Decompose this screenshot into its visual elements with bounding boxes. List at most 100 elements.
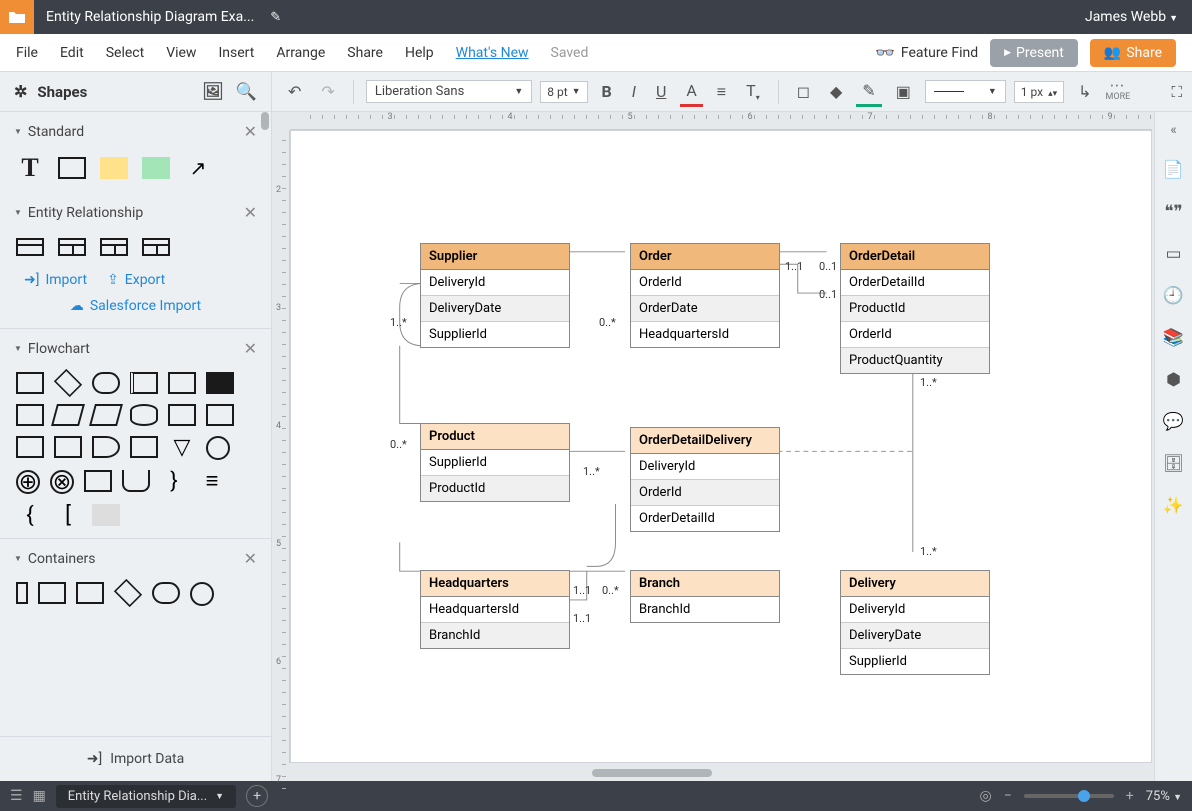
font-size-select[interactable]: 8 pt ▼ (540, 81, 587, 103)
flow-lines[interactable]: ≡ (198, 470, 226, 492)
entity-branch[interactable]: BranchBranchId (630, 570, 780, 623)
entity-hq[interactable]: HeadquartersHeadquartersIdBranchId (420, 570, 570, 649)
user-menu[interactable]: James Webb▼ (1071, 9, 1192, 25)
target-icon[interactable]: ◎ (980, 788, 992, 804)
fullscreen-icon[interactable]: ⛶ (1171, 83, 1182, 101)
flow-shape-b[interactable] (16, 404, 44, 426)
entity-odd[interactable]: OrderDetailDeliveryDeliveryIdOrderIdOrde… (630, 427, 780, 532)
flow-data[interactable] (51, 404, 85, 426)
arrow-shape[interactable]: ↗ (184, 157, 212, 179)
folder-icon[interactable] (0, 0, 34, 34)
page-tab[interactable]: Entity Relationship Dia... ▼ (56, 785, 236, 808)
er-shape-4[interactable] (142, 238, 170, 256)
menu-insert[interactable]: Insert (218, 45, 254, 61)
collapse-rail-icon[interactable]: « (1170, 122, 1177, 138)
block-shape[interactable] (142, 157, 170, 179)
menu-view[interactable]: View (166, 45, 196, 61)
close-icon[interactable]: ✕ (244, 203, 257, 222)
entity-order[interactable]: OrderOrderIdOrderDateHeadquartersId (630, 243, 780, 348)
feature-find-button[interactable]: 👓 Feature Find (875, 43, 978, 62)
bold-button[interactable]: B (596, 78, 618, 105)
list-view-icon[interactable]: ☰ (10, 788, 23, 804)
close-icon[interactable]: ✕ (244, 339, 257, 358)
image-icon[interactable]: 🖼 (202, 82, 224, 102)
more-button[interactable]: ••• MORE (1106, 82, 1131, 102)
chat-icon[interactable]: 💬 (1163, 412, 1184, 432)
line-route-button[interactable]: ↳ (1072, 78, 1097, 105)
flow-brace-r[interactable]: } (160, 470, 188, 492)
flow-terminator[interactable] (92, 372, 120, 394)
undo-button[interactable]: ↶ (282, 78, 307, 105)
history-icon[interactable]: 🕘 (1163, 286, 1184, 306)
cont-5[interactable] (152, 582, 180, 604)
salesforce-link[interactable]: ☁Salesforce Import (70, 298, 201, 314)
document-icon[interactable]: 📄 (1163, 160, 1184, 180)
menu-file[interactable]: File (16, 45, 38, 61)
flow-shape-g[interactable] (130, 436, 158, 458)
layers-icon[interactable]: 📚 (1163, 328, 1184, 348)
flow-shape-a[interactable] (168, 372, 196, 394)
menu-select[interactable]: Select (106, 45, 144, 61)
page-icon[interactable]: ⬢ (1166, 370, 1181, 390)
entity-supplier[interactable]: SupplierDeliveryIdDeliveryDateSupplierId (420, 243, 570, 348)
cont-2[interactable] (38, 582, 66, 604)
note-shape[interactable] (100, 157, 128, 179)
flow-diamond[interactable] (54, 369, 82, 397)
flow-shield[interactable] (122, 470, 150, 492)
text-color-button[interactable]: A (680, 77, 702, 107)
flow-tri[interactable]: ▽ (168, 436, 196, 458)
flow-or[interactable]: ⊗ (50, 470, 74, 494)
panel-flowchart-header[interactable]: ▼Flowchart✕ (0, 328, 271, 368)
menu-edit[interactable]: Edit (60, 45, 84, 61)
flow-gray[interactable] (92, 504, 120, 526)
document-title[interactable]: Entity Relationship Diagram Exa... (34, 9, 266, 25)
cont-6[interactable] (190, 582, 214, 606)
shape-crop-button[interactable]: ◻ (791, 78, 816, 105)
share-button[interactable]: 👥 Share (1090, 39, 1176, 67)
cont-1[interactable] (16, 582, 28, 604)
horizontal-scrollbar[interactable] (290, 767, 1152, 779)
flow-shape-e[interactable] (16, 436, 44, 458)
search-icon[interactable]: 🔍 (236, 82, 257, 102)
entity-delivery[interactable]: DeliveryDeliveryIdDeliveryDateSupplierId (840, 570, 990, 675)
flow-shape-h[interactable] (84, 470, 112, 492)
flow-shape-filled[interactable] (206, 372, 234, 394)
gear-icon[interactable]: ✲ (14, 82, 27, 101)
panel-standard-header[interactable]: ▼Standard✕ (0, 112, 271, 151)
grid-view-icon[interactable]: ▦ (33, 788, 46, 804)
flow-sumjoin[interactable]: ⊕ (16, 470, 40, 494)
flow-shape-c[interactable] (168, 404, 196, 426)
border-color-button[interactable]: ✎ (856, 77, 881, 107)
er-shape-2[interactable] (58, 238, 86, 256)
redo-button[interactable]: ↷ (315, 78, 340, 105)
er-shape-1[interactable] (16, 238, 44, 256)
font-family-select[interactable]: Liberation Sans ▼ (366, 80, 532, 103)
cont-3[interactable] (76, 582, 104, 604)
menu-whats-new[interactable]: What's New (456, 45, 529, 61)
flow-predef[interactable] (130, 372, 158, 394)
comment-icon[interactable]: ❝❞ (1164, 202, 1182, 222)
fill-button[interactable]: ◆ (824, 78, 848, 105)
text-options-button[interactable]: T▾ (740, 77, 766, 106)
menu-share[interactable]: Share (347, 45, 383, 61)
align-button[interactable]: ≡ (711, 78, 732, 106)
flow-data2[interactable] (89, 404, 123, 426)
rect-shape[interactable] (58, 157, 86, 179)
close-icon[interactable]: ✕ (244, 549, 257, 568)
export-link[interactable]: ⇪Export (107, 272, 165, 288)
zoom-in-button[interactable]: + (1126, 788, 1134, 804)
sidebar-scrollbar[interactable] (261, 112, 269, 130)
flow-shape-d[interactable] (206, 404, 234, 426)
menu-help[interactable]: Help (405, 45, 434, 61)
present-button[interactable]: ▶ Present (990, 39, 1078, 67)
zoom-value[interactable]: 75% ▼ (1146, 789, 1182, 804)
import-data-button[interactable]: ➜] Import Data (0, 736, 271, 781)
flow-rect[interactable] (16, 372, 44, 394)
data-icon[interactable]: 🗄 (1163, 454, 1185, 474)
line-width-select[interactable]: 1 px ▴▾ (1014, 81, 1064, 103)
entity-orderdetail[interactable]: OrderDetailOrderDetailIdProductIdOrderId… (840, 243, 990, 374)
line-style-select[interactable]: ▼ (925, 80, 1006, 103)
entity-product[interactable]: ProductSupplierIdProductId (420, 423, 570, 502)
flow-delay[interactable] (92, 436, 120, 458)
presentation-icon[interactable]: ▭ (1165, 244, 1181, 264)
